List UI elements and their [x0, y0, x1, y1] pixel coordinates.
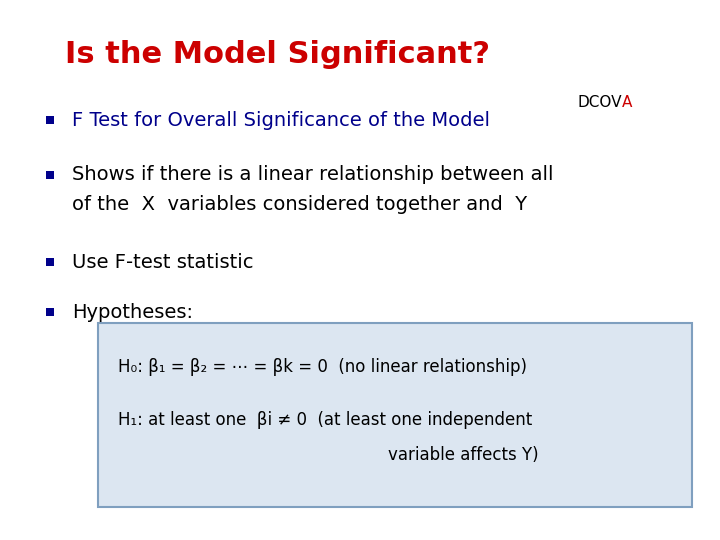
FancyBboxPatch shape: [98, 323, 692, 507]
Text: Is the Model Significant?: Is the Model Significant?: [65, 40, 490, 69]
Text: H₀: β₁ = β₂ = ⋯ = βk = 0  (no linear relationship): H₀: β₁ = β₂ = ⋯ = βk = 0 (no linear rela…: [118, 358, 527, 376]
Text: Use F-test statistic: Use F-test statistic: [72, 253, 253, 272]
Text: DCOV: DCOV: [577, 95, 622, 110]
Text: Hypotheses:: Hypotheses:: [72, 302, 193, 321]
Text: variable affects Y): variable affects Y): [388, 446, 539, 464]
Text: of the  X  variables considered together and  Y: of the X variables considered together a…: [72, 195, 527, 214]
Text: F Test for Overall Significance of the Model: F Test for Overall Significance of the M…: [72, 111, 490, 130]
Text: A: A: [622, 95, 632, 110]
Text: Shows if there is a linear relationship between all: Shows if there is a linear relationship …: [72, 165, 554, 185]
Text: H₁: at least one  βi ≠ 0  (at least one independent: H₁: at least one βi ≠ 0 (at least one in…: [118, 411, 532, 429]
